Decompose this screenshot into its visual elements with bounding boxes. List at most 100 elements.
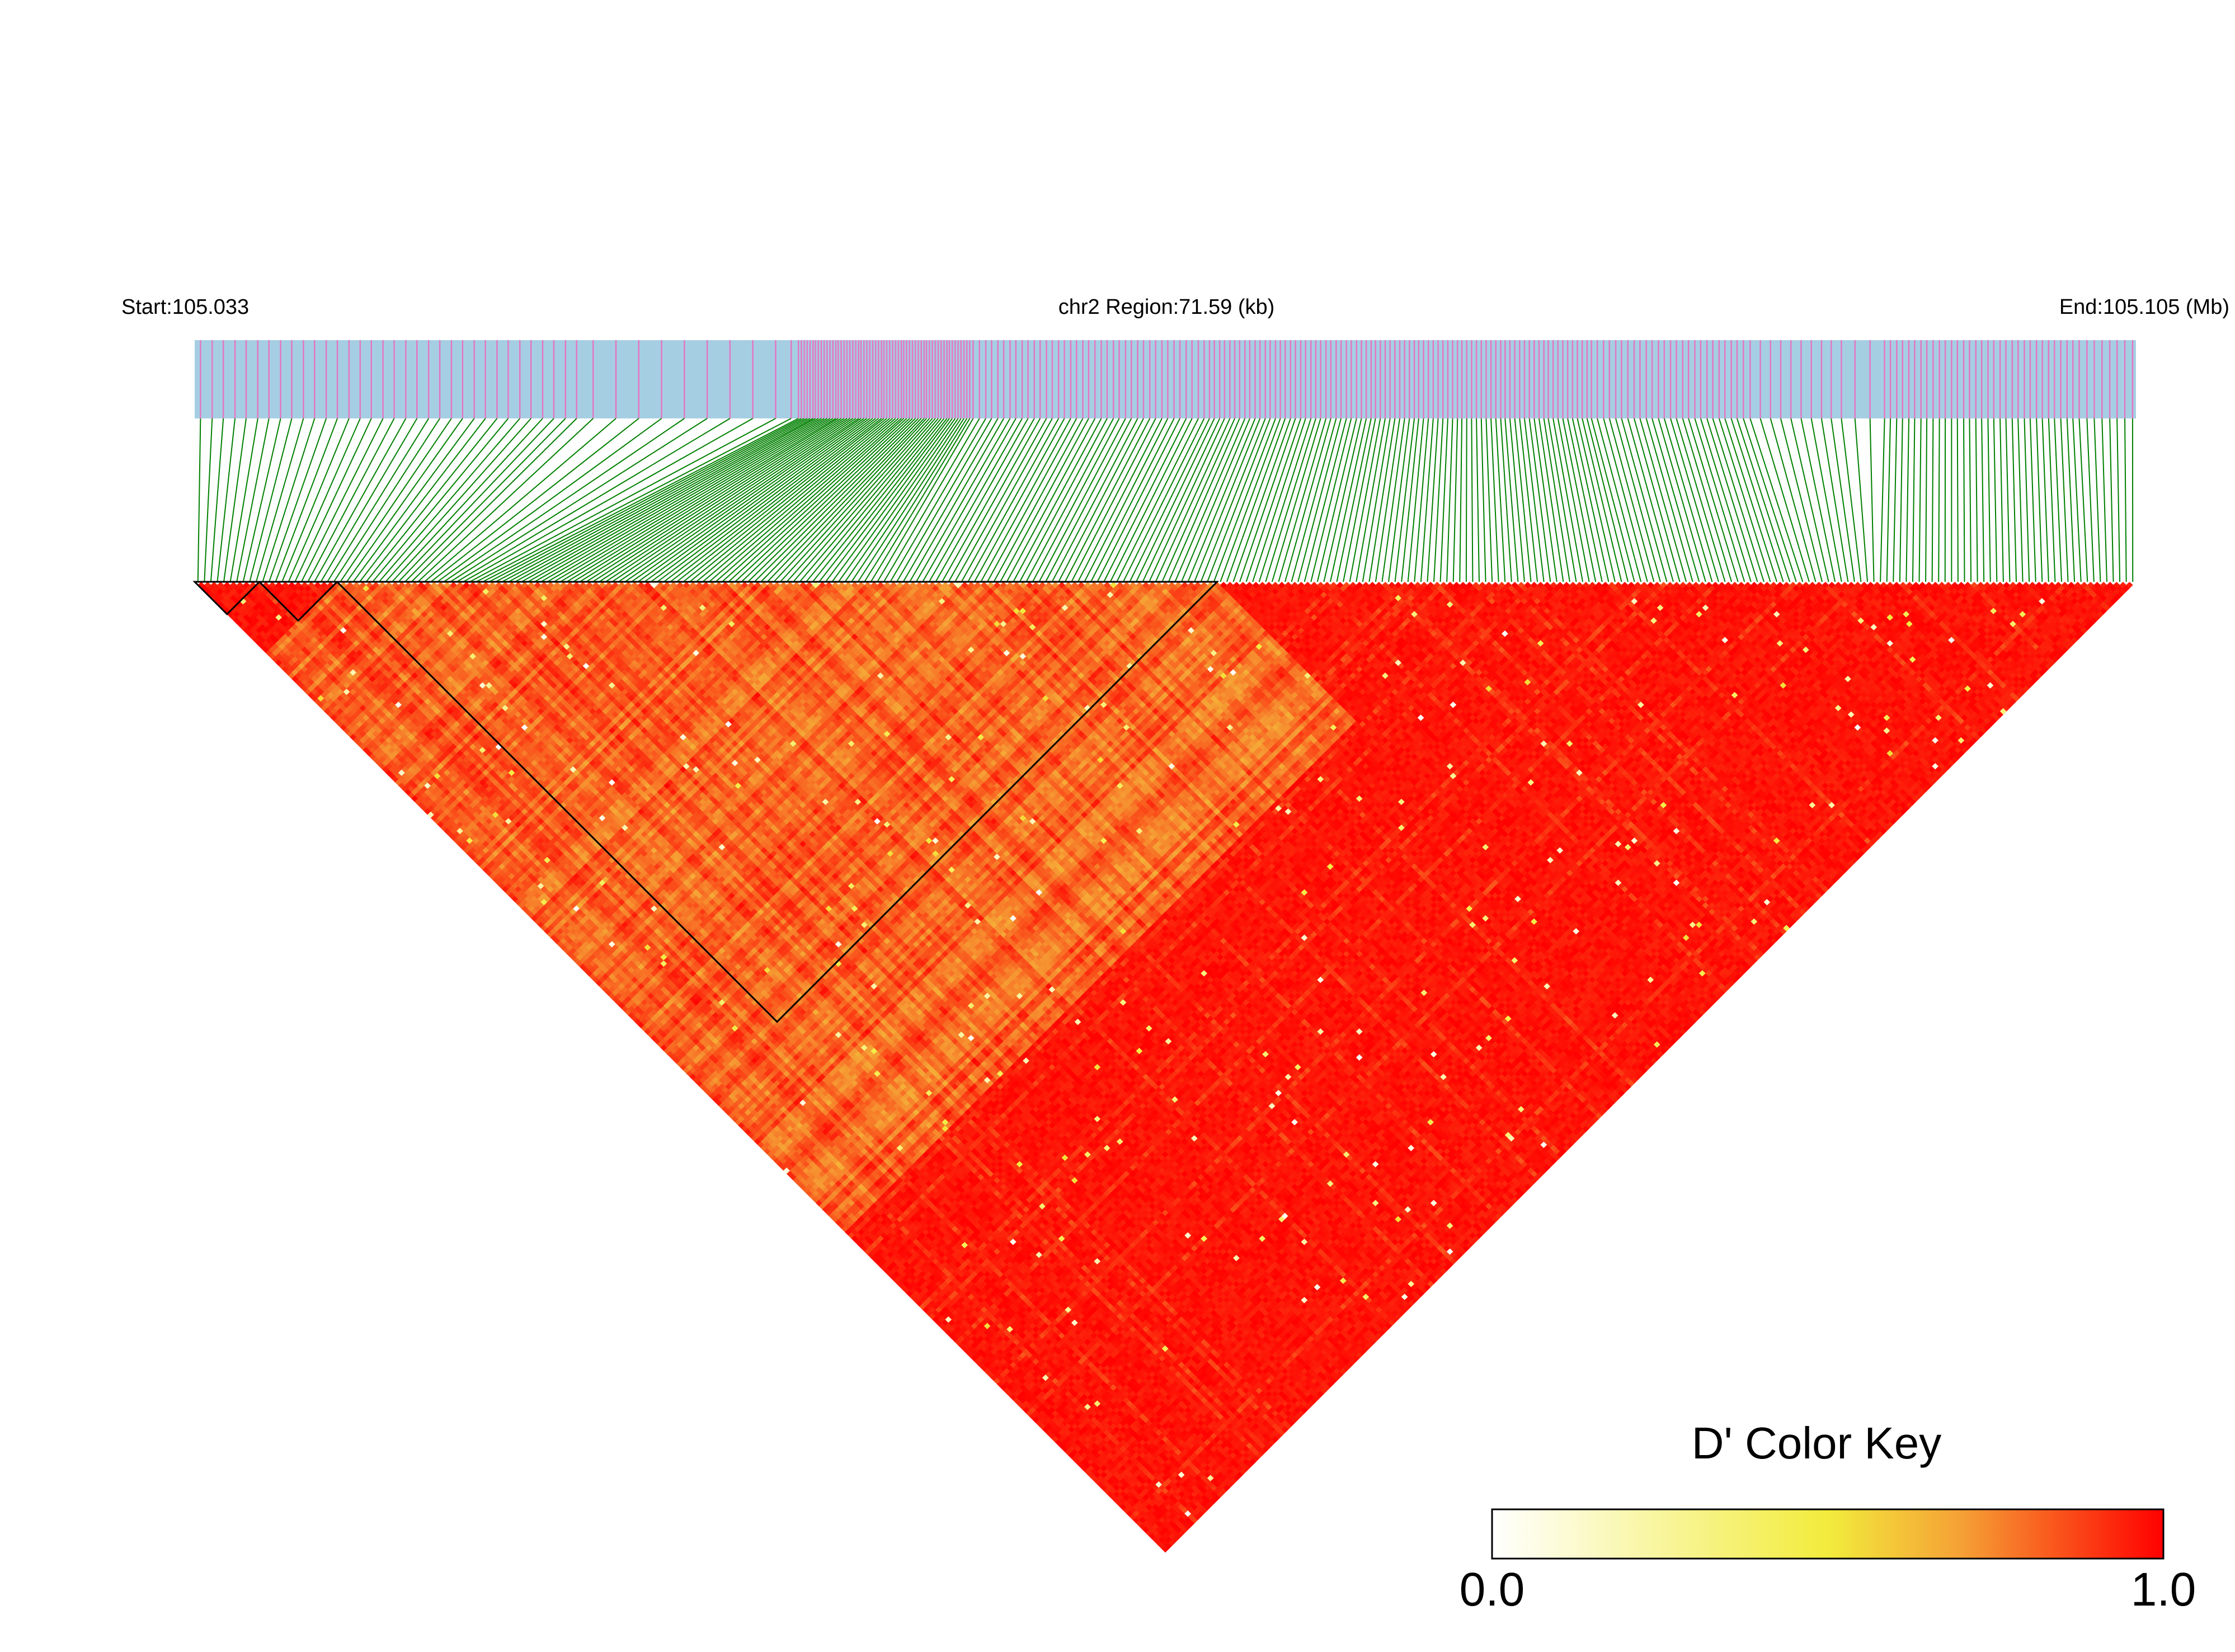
snp-connector bbox=[1084, 418, 1168, 582]
snp-connector bbox=[2054, 418, 2062, 582]
snp-connector bbox=[2006, 418, 2010, 582]
snp-connector bbox=[709, 418, 898, 582]
snp-connector bbox=[1149, 418, 1225, 582]
snp-connector bbox=[1539, 418, 1563, 582]
snp-connector bbox=[2061, 418, 2068, 582]
snp-connector bbox=[554, 418, 830, 582]
snp-connector bbox=[1652, 418, 1699, 582]
snp-connector bbox=[1994, 418, 1997, 582]
snp-connector bbox=[1233, 418, 1290, 582]
snp-connector bbox=[1855, 418, 1867, 582]
snp-connector bbox=[632, 418, 864, 582]
snp-connector bbox=[1578, 418, 1615, 582]
snp-connector bbox=[2049, 418, 2055, 582]
snp-connector bbox=[1104, 418, 1186, 582]
snp-connector bbox=[1486, 418, 1492, 582]
snp-connector bbox=[1988, 418, 1990, 582]
snp-connector bbox=[2067, 418, 2074, 582]
snp-connector bbox=[2000, 418, 2003, 582]
snp-connector bbox=[1259, 418, 1311, 582]
snp-connector bbox=[2125, 418, 2126, 582]
snp-connector bbox=[1143, 418, 1220, 582]
snp-connector bbox=[509, 418, 810, 582]
snp-connector bbox=[1932, 418, 1933, 582]
snp-connector bbox=[1460, 418, 1462, 582]
snp-connector bbox=[677, 418, 884, 582]
snp-connector bbox=[1376, 418, 1400, 582]
snp-connector bbox=[1750, 418, 1803, 582]
ld-triangle-heatmap bbox=[197, 582, 2133, 1552]
snp-connector bbox=[845, 418, 958, 582]
snp-connector bbox=[1713, 418, 1764, 582]
snp-connector bbox=[1471, 418, 1472, 582]
snp-connector bbox=[237, 418, 269, 582]
snp-connector bbox=[1695, 418, 1744, 582]
snp-connector bbox=[1870, 418, 1874, 582]
start-label: Start:105.033 bbox=[121, 295, 249, 319]
snp-connector bbox=[1098, 418, 1180, 582]
snp-connector bbox=[1505, 418, 1518, 582]
snp-connector bbox=[1926, 418, 1927, 582]
snp-connector bbox=[2087, 418, 2093, 582]
snp-connector bbox=[1369, 418, 1395, 582]
snp-connector bbox=[1058, 418, 1144, 582]
snp-connector bbox=[1900, 418, 1903, 582]
snp-connector bbox=[1311, 418, 1351, 582]
snp-connector bbox=[1982, 418, 1984, 582]
snp-connector bbox=[457, 418, 730, 582]
snp-connector bbox=[1389, 418, 1409, 582]
snp-connector bbox=[1065, 418, 1150, 582]
snp-connector bbox=[1466, 418, 1467, 582]
snp-connector bbox=[385, 418, 531, 582]
snp-connector bbox=[1447, 418, 1452, 582]
snp-connector bbox=[1071, 418, 1155, 582]
snp-connector bbox=[1395, 418, 1414, 582]
snp-connector bbox=[321, 418, 417, 582]
snp-connector bbox=[1534, 418, 1556, 582]
snp-connector bbox=[1318, 418, 1357, 582]
snp-connector bbox=[1791, 418, 1828, 582]
snp-connector bbox=[793, 418, 935, 582]
snp-connector bbox=[541, 418, 824, 582]
snp-connector bbox=[1476, 418, 1479, 582]
snp-connector bbox=[2079, 418, 2088, 582]
snp-connector bbox=[1913, 418, 1914, 582]
snp-connector bbox=[243, 418, 281, 582]
snp-connector bbox=[1156, 418, 1230, 582]
snp-connector bbox=[340, 418, 451, 582]
snp-connector bbox=[1421, 418, 1433, 582]
snp-connector bbox=[1688, 418, 1738, 582]
snp-connector bbox=[347, 418, 463, 582]
snp-connector bbox=[1676, 418, 1725, 582]
snp-connector bbox=[2117, 418, 2120, 582]
snp-connector bbox=[282, 418, 349, 582]
snp-connector bbox=[1906, 418, 1909, 582]
snp-connector-lines bbox=[198, 418, 2133, 582]
snp-connector bbox=[2036, 418, 2042, 582]
snp-connector bbox=[1240, 418, 1295, 582]
snp-connector bbox=[1278, 418, 1326, 582]
snp-connector bbox=[1427, 418, 1438, 582]
snp-connector bbox=[1801, 418, 1835, 582]
snp-connector bbox=[1880, 418, 1885, 582]
snp-connector bbox=[1771, 418, 1816, 582]
snp-connector bbox=[411, 418, 576, 582]
snp-connector bbox=[1976, 418, 1978, 582]
snp-connector bbox=[1701, 418, 1751, 582]
snp-connector bbox=[1919, 418, 1921, 582]
snp-connector bbox=[2043, 418, 2049, 582]
snp-connector bbox=[2012, 418, 2016, 582]
snp-connector bbox=[1658, 418, 1705, 582]
region-title: chr2 Region:71.59 (kb) bbox=[1058, 295, 1275, 319]
snp-connector bbox=[1453, 418, 1458, 582]
snp-connector bbox=[2018, 418, 2022, 582]
snp-connector bbox=[269, 418, 326, 582]
snp-connector bbox=[1305, 418, 1347, 582]
snp-connector bbox=[1969, 418, 1971, 582]
snp-connector bbox=[2110, 418, 2113, 582]
snp-connector bbox=[437, 418, 662, 582]
snp-connector bbox=[515, 418, 813, 582]
snp-connector bbox=[2094, 418, 2100, 582]
snp-connector bbox=[217, 418, 235, 582]
snp-connector bbox=[198, 418, 201, 582]
